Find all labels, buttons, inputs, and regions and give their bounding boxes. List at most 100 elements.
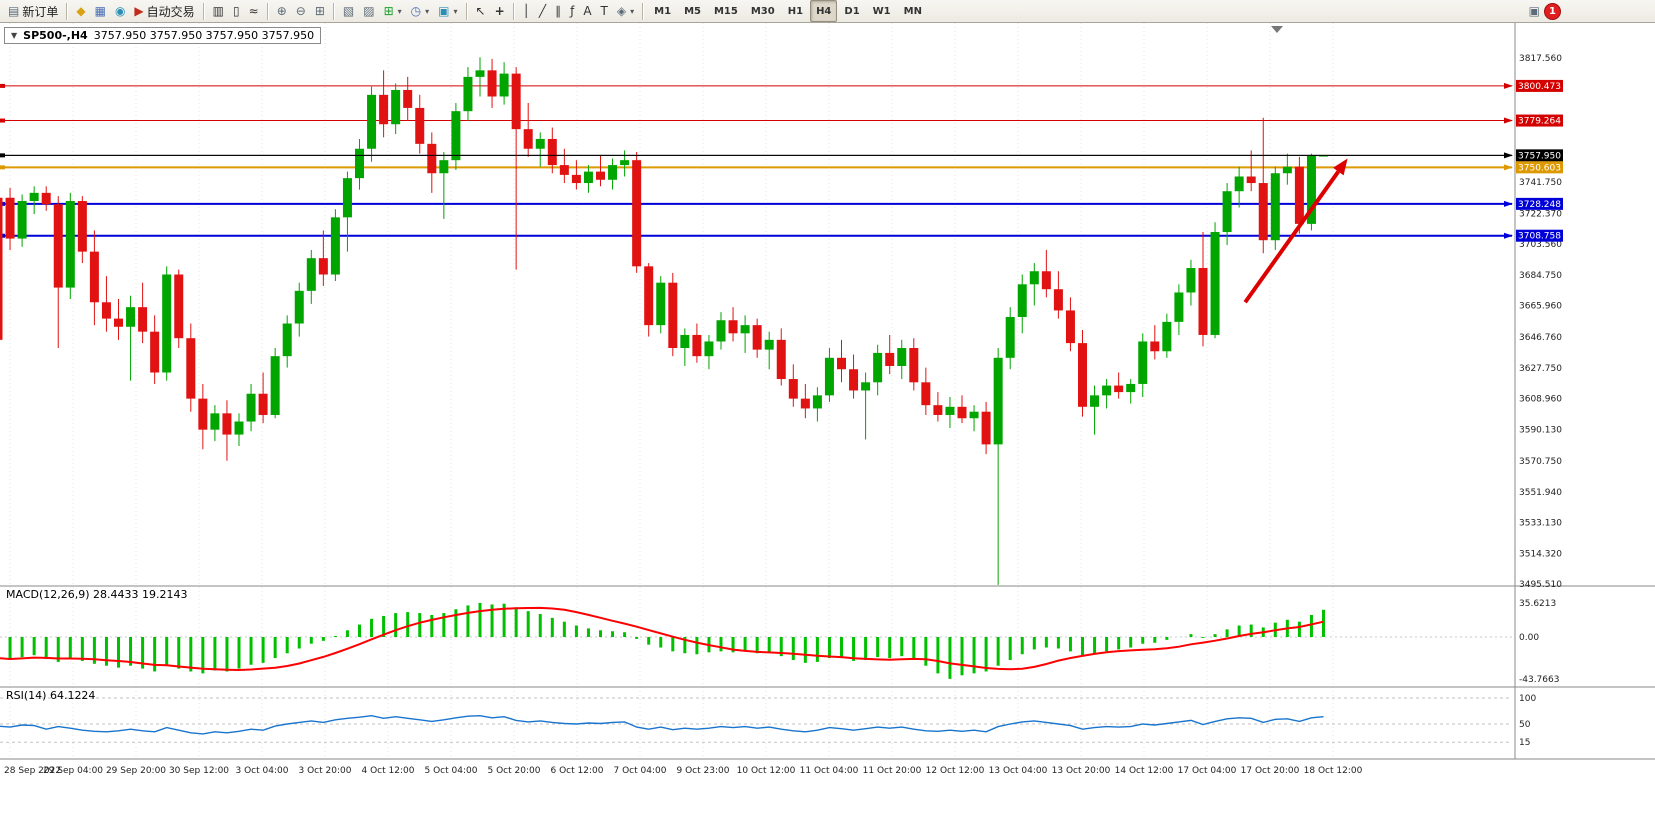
svg-text:3514.320: 3514.320	[1519, 549, 1562, 559]
fibonacci-button[interactable]: ƒ	[566, 0, 578, 22]
candlestick-button[interactable]: ▯	[229, 0, 244, 22]
rsi-line	[0, 714, 1324, 735]
svg-text:-43.7663: -43.7663	[1519, 675, 1559, 685]
toolbar-separator	[512, 2, 515, 20]
timeframe-m5[interactable]: M5	[684, 5, 701, 17]
chevron-down-icon: ▾	[397, 6, 402, 16]
toolbar-separator	[66, 2, 69, 20]
tile-windows-icon: ⊞	[314, 4, 325, 18]
community-button[interactable]: ◉	[111, 0, 129, 22]
chart-area[interactable]: 3817.560 3741.750 3722.370 3703.560 3684.750…	[0, 23, 1655, 825]
svg-text:3646.760: 3646.760	[1519, 333, 1562, 343]
shapes-button[interactable]: ◈ ▾	[613, 0, 638, 22]
cursor-button[interactable]: ↖	[472, 0, 490, 22]
period-dropdown-button[interactable]: ◷ ▾	[407, 0, 434, 22]
timeframe-w1[interactable]: W1	[872, 5, 891, 17]
svg-text:3741.750: 3741.750	[1519, 178, 1562, 188]
autotrading-label: 自动交易	[146, 4, 195, 19]
crosshair-icon: +	[494, 4, 505, 18]
toolbar-separator	[642, 2, 645, 20]
metaeditor-button[interactable]: ◆	[72, 0, 89, 22]
candlestick-icon: ▯	[233, 4, 240, 18]
autotrading-button[interactable]: ▶ 自动交易	[130, 0, 198, 22]
zoom-out-button[interactable]: ⊖	[292, 0, 310, 22]
trendline-icon: ╱	[538, 4, 547, 18]
svg-text:11 Oct 20:00: 11 Oct 20:00	[863, 766, 922, 776]
new-chart-icon: ⊞	[383, 4, 394, 18]
bar-shift-marker	[1271, 26, 1283, 33]
rsi-indicator-label: RSI(14) 64.1224	[6, 689, 96, 702]
svg-text:28 Sep 2022: 28 Sep 2022	[4, 766, 61, 776]
chevron-down-icon: ▾	[425, 6, 430, 16]
timeframe-m30[interactable]: M30	[750, 5, 775, 17]
svg-text:3779.264: 3779.264	[1518, 117, 1561, 127]
svg-text:3 Oct 20:00: 3 Oct 20:00	[299, 766, 352, 776]
channel-icon: ∥	[555, 4, 562, 18]
svg-text:17 Oct 20:00: 17 Oct 20:00	[1241, 766, 1300, 776]
line-chart-button[interactable]: ≈	[245, 0, 263, 22]
timeframe-mn[interactable]: MN	[903, 5, 922, 17]
new-chart-button[interactable]: ⊞ ▾	[380, 0, 406, 22]
svg-text:3590.130: 3590.130	[1519, 425, 1562, 435]
trendline-button[interactable]: ╱	[535, 0, 550, 22]
svg-text:3551.940: 3551.940	[1519, 488, 1562, 498]
navigator-icon: ▨	[363, 4, 375, 18]
svg-text:12 Oct 12:00: 12 Oct 12:00	[926, 766, 985, 776]
svg-text:3 Oct 04:00: 3 Oct 04:00	[236, 766, 289, 776]
alerts-icon[interactable]: ▣	[1528, 4, 1540, 18]
svg-text:5 Oct 04:00: 5 Oct 04:00	[425, 766, 478, 776]
timeframe-h1[interactable]: H1	[787, 5, 804, 17]
svg-text:29 Sep 20:00: 29 Sep 20:00	[106, 766, 166, 776]
crosshair-button[interactable]: +	[491, 0, 509, 22]
svg-text:13 Oct 04:00: 13 Oct 04:00	[989, 766, 1048, 776]
macd-layer	[0, 602, 1512, 679]
trend-arrow-head	[1333, 158, 1348, 176]
svg-text:3627.750: 3627.750	[1519, 364, 1562, 374]
toolbar-separator	[332, 2, 335, 20]
tile-windows-button[interactable]: ⊞	[311, 0, 329, 22]
timeframe-m15[interactable]: M15	[713, 5, 738, 17]
timeframe-m1[interactable]: M1	[654, 5, 672, 17]
notification-badge[interactable]: 1	[1544, 2, 1561, 20]
hlines-layer	[0, 82, 1513, 239]
charts-window-icon: ▦	[94, 4, 106, 18]
vertical-line-icon: │	[522, 4, 530, 18]
toolbar-right: ▣ 1	[1528, 2, 1561, 20]
svg-text:17 Oct 04:00: 17 Oct 04:00	[1178, 766, 1237, 776]
one-click-trading-toggle[interactable]: ▼	[11, 31, 18, 40]
zoom-in-button[interactable]: ⊕	[273, 0, 291, 22]
macd-indicator-label: MACD(12,26,9) 28.4433 19.2143	[6, 588, 188, 601]
zoom-out-icon: ⊖	[295, 4, 306, 18]
navigator-button[interactable]: ▨	[359, 0, 378, 22]
text-button[interactable]: A	[579, 0, 595, 22]
chevron-down-icon: ▾	[630, 6, 635, 16]
price-level-badge	[1516, 79, 1563, 92]
svg-text:6 Oct 12:00: 6 Oct 12:00	[551, 766, 604, 776]
bar-chart-button[interactable]: ▥	[209, 0, 228, 22]
timeframe-h4[interactable]: H4	[810, 0, 838, 22]
rsi-layer	[0, 697, 1512, 743]
chevron-down-icon: ▾	[453, 6, 458, 16]
price-level-badge	[1516, 197, 1563, 210]
autotrading-icon: ▶	[134, 4, 144, 18]
text-label-icon: T	[600, 4, 608, 18]
price-chart[interactable]: 3817.560 3741.750 3722.370 3703.560 3684.750…	[0, 23, 1655, 825]
line-chart-icon: ≈	[248, 4, 259, 18]
svg-text:0.00: 0.00	[1519, 633, 1539, 643]
charts-window-button[interactable]: ▦	[91, 0, 110, 22]
new-order-label: 新订单	[22, 4, 59, 19]
vertical-line-button[interactable]: │	[519, 0, 534, 22]
svg-text:10 Oct 12:00: 10 Oct 12:00	[737, 766, 796, 776]
new-order-icon: ▤	[8, 4, 20, 18]
template-button[interactable]: ▣ ▾	[434, 0, 461, 22]
text-label-button[interactable]: T	[597, 0, 612, 22]
data-window-button[interactable]: ▧	[339, 0, 358, 22]
svg-text:3750.603: 3750.603	[1518, 163, 1561, 173]
new-order-button[interactable]: ▤ 新订单	[4, 0, 62, 22]
timeframe-d1[interactable]: D1	[844, 5, 860, 17]
shapes-icon: ◈	[616, 4, 627, 18]
community-icon: ◉	[114, 4, 126, 18]
channel-button[interactable]: ∥	[551, 0, 565, 22]
toolbar-separator	[202, 2, 205, 20]
svg-text:14 Oct 12:00: 14 Oct 12:00	[1115, 766, 1174, 776]
